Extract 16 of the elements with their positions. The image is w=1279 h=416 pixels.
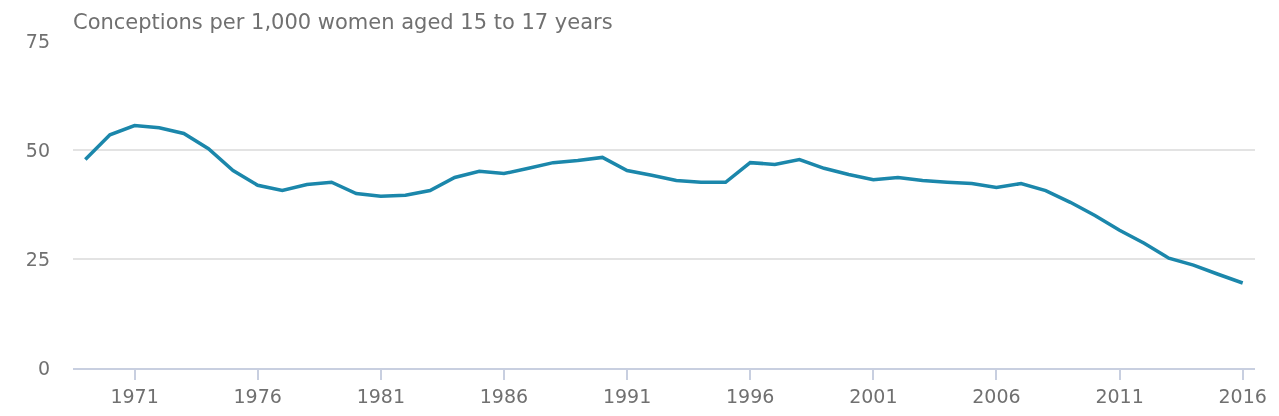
y-tick-label: 25 [25,247,50,270]
y-tick-label: 75 [25,29,50,52]
chart-title: Conceptions per 1,000 women aged 15 to 17 years [73,10,613,35]
x-tick-label: 2006 [972,384,1021,407]
x-tick-label: 2016 [1218,384,1267,407]
y-tick-label: 50 [25,138,50,161]
x-tick-label: 1996 [726,384,775,407]
line-series [83,123,1245,285]
x-tick-label: 1986 [479,384,529,407]
x-tick-label: 2011 [1095,384,1144,407]
x-tick-label: 1976 [233,384,282,407]
x-tick-label: 1971 [110,384,159,407]
x-tick-label: 1991 [602,384,652,407]
x-tick-label: 1981 [356,384,405,407]
x-tick-label: 2001 [849,384,898,407]
y-tick-label: 0 [37,356,50,379]
